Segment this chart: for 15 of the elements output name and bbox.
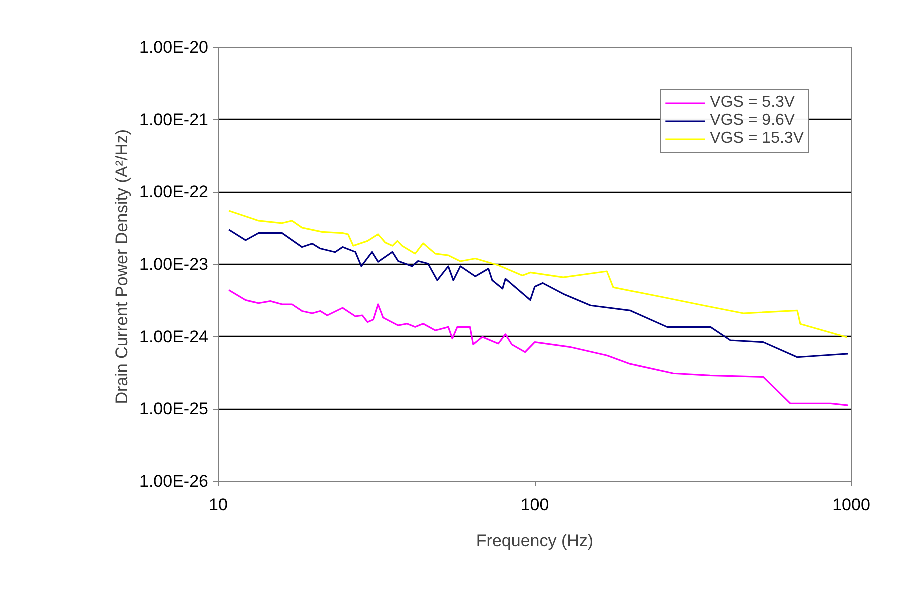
- y-tick-label: 1.00E-22: [140, 182, 209, 202]
- x-tick-label: 10: [209, 496, 228, 514]
- legend-label: VGS = 15.3V: [710, 130, 804, 148]
- x-axis-title: Frequency (Hz): [476, 532, 594, 550]
- y-tick-label: 1.00E-25: [140, 400, 209, 419]
- y-axis-title: Drain Current Power Density (A²/Hz): [112, 129, 132, 404]
- y-tick-label: 1.00E-23: [140, 255, 209, 274]
- legend-label: VGS = 9.6V: [710, 112, 796, 130]
- y-tick-label: 1.00E-26: [140, 472, 209, 491]
- x-tick-label: 100: [520, 496, 550, 514]
- legend-label: VGS = 5.3V: [710, 94, 796, 112]
- y-tick-label: 1.00E-20: [140, 38, 209, 57]
- x-tick-label: 1000: [832, 496, 870, 514]
- y-tick-label: 1.00E-21: [140, 110, 209, 130]
- y-tick-label: 1.00E-24: [140, 327, 209, 346]
